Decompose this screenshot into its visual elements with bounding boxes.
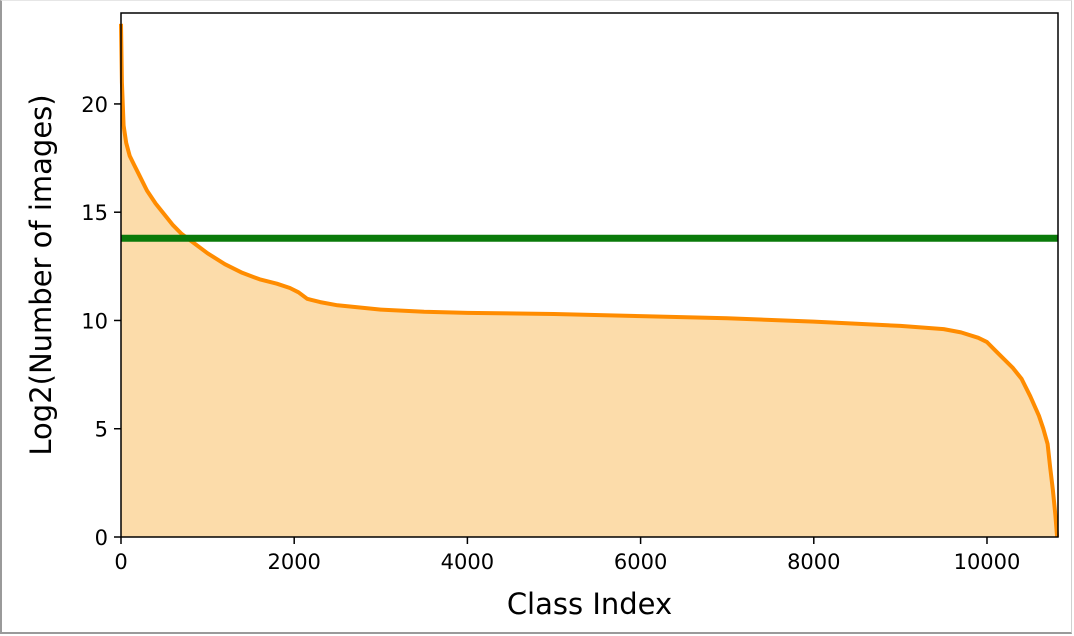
x-tick-label: 4000	[441, 550, 494, 574]
x-tick-label: 2000	[267, 550, 320, 574]
y-axis-label: Log2(Number of images)	[24, 94, 58, 455]
x-tick-label: 6000	[614, 550, 667, 574]
x-tick-label: 0	[114, 550, 127, 574]
y-tick-label: 20	[81, 93, 108, 117]
y-axis: 0 5 10 15 20	[81, 93, 121, 550]
axes-box	[120, 12, 1059, 538]
series-line	[119, 23, 1060, 538]
x-tick-label: 10000	[954, 550, 1021, 574]
y-tick-label: 15	[81, 201, 108, 225]
plot-area	[119, 23, 1060, 538]
x-axis: 0 2000 4000 6000 8000 10000	[114, 537, 1020, 574]
area-fill	[121, 23, 1058, 538]
y-tick-label: 10	[81, 309, 108, 333]
y-tick-label: 0	[95, 526, 108, 550]
x-tick-label: 8000	[787, 550, 840, 574]
y-tick-label: 5	[95, 418, 108, 442]
x-axis-label: Class Index	[507, 587, 672, 621]
